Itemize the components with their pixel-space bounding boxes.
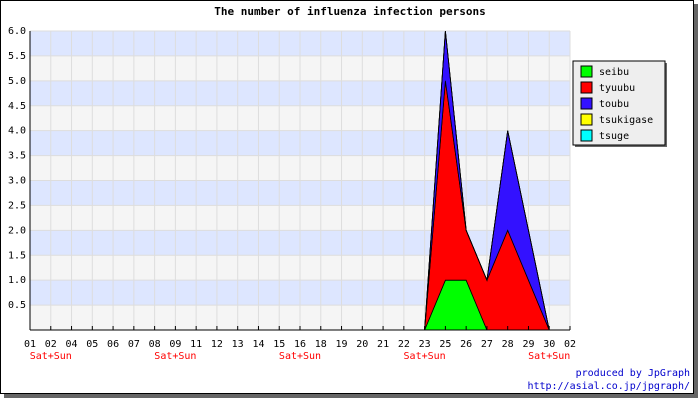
y-tick-label: 2.0 (8, 225, 26, 236)
x-tick-label: 19 (336, 339, 348, 350)
x-tick-label: 04 (66, 339, 78, 350)
x-tick-label: 02 (564, 339, 576, 350)
x-tick-label: 20 (356, 339, 368, 350)
y-tick-label: 4.0 (8, 126, 26, 137)
x-tick-label: 13 (232, 339, 244, 350)
x-tick-label: 11 (190, 339, 202, 350)
y-tick-label: 1.0 (8, 275, 26, 286)
x-tick-label: 02 (45, 339, 57, 350)
legend-label: toubu (599, 99, 629, 110)
x-tick-label: 25 (439, 339, 451, 350)
legend-label: tsukigase (599, 115, 653, 126)
x-tick-label: 14 (252, 339, 264, 350)
y-tick-label: 0.5 (8, 300, 26, 311)
y-tick-label: 2.5 (8, 200, 26, 211)
x-tick-label: 06 (107, 339, 119, 350)
y-tick-label: 5.0 (8, 76, 26, 87)
y-tick-label: 3.0 (8, 176, 26, 187)
legend-swatch (580, 97, 593, 110)
legend-swatch (580, 65, 593, 78)
x-tick-label: 23 (419, 339, 431, 350)
x-tick-label: 15 (273, 339, 285, 350)
y-tick-label: 6.0 (8, 26, 26, 37)
x-tick-label: 08 (149, 339, 161, 350)
legend-label: tsuge (599, 131, 629, 142)
x-tick-label: 26 (460, 339, 472, 350)
x-tick-label: 16 (294, 339, 306, 350)
y-tick-label: 5.5 (8, 51, 26, 62)
x-tick-label: 07 (128, 339, 140, 350)
x-tick-label: 30 (543, 339, 555, 350)
footer-text: http://asial.co.jp/jpgraph/ (527, 381, 690, 392)
x-tick-label: 05 (86, 339, 98, 350)
x-tick-label: 12 (211, 339, 223, 350)
legend-label: tyuubu (599, 83, 635, 94)
x-tick-label: 22 (398, 339, 410, 350)
x-tick-label: 01 (24, 339, 36, 350)
legend-label: seibu (599, 67, 629, 78)
legend-swatch (580, 113, 593, 126)
x-sublabel: Sat+Sun (404, 351, 446, 362)
chart-title: The number of influenza infection person… (214, 5, 486, 18)
x-tick-label: 27 (481, 339, 493, 350)
x-tick-label: 09 (169, 339, 181, 350)
legend-swatch (580, 81, 593, 94)
x-tick-label: 29 (522, 339, 534, 350)
legend-swatch (580, 129, 593, 142)
y-tick-label: 4.5 (8, 101, 26, 112)
footer-text: produced by JpGraph (576, 368, 690, 379)
x-sublabel: Sat+Sun (528, 351, 570, 362)
x-sublabel: Sat+Sun (279, 351, 321, 362)
y-tick-label: 3.5 (8, 151, 26, 162)
x-tick-label: 18 (315, 339, 327, 350)
x-tick-label: 28 (502, 339, 514, 350)
y-tick-label: 1.5 (8, 250, 26, 261)
x-sublabel: Sat+Sun (30, 351, 72, 362)
x-sublabel: Sat+Sun (154, 351, 196, 362)
x-tick-label: 21 (377, 339, 389, 350)
